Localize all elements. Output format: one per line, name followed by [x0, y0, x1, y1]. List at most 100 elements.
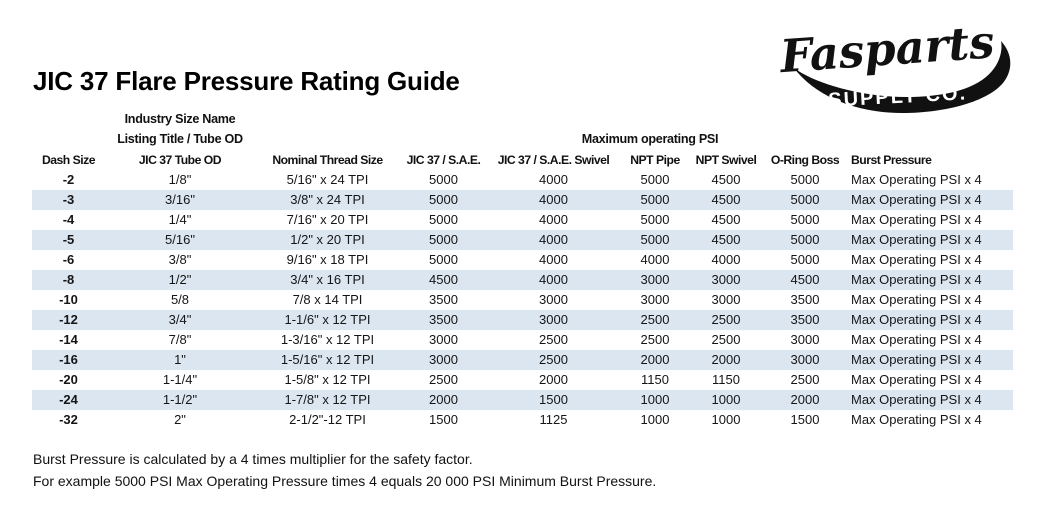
- npt-pipe-psi-cell: 1000: [620, 390, 690, 410]
- thread-size-cell: 1-5/8" x 12 TPI: [284, 372, 371, 387]
- burst-pressure-cell: Max Operating PSI x 4: [851, 212, 982, 227]
- oring-boss-psi-cell: 3000: [790, 332, 820, 347]
- oring-boss-psi-cell: 5000: [790, 212, 820, 227]
- npt-pipe-psi-cell: 1000: [640, 412, 670, 427]
- oring-boss-psi-cell: 1500: [790, 412, 820, 427]
- jic-sae-swivel-psi-cell: 1125: [539, 412, 568, 427]
- oring-boss-psi-cell: 5000: [790, 252, 820, 267]
- tube-od-cell: 1/2": [105, 270, 255, 290]
- oring-boss-psi-cell: 3500: [762, 310, 848, 330]
- thread-size-cell: 1/2" x 20 TPI: [255, 230, 400, 250]
- header-row-industry: Industry Size Name: [32, 108, 1013, 129]
- tube-od-cell: 1/8": [168, 172, 192, 187]
- jic-sae-swivel-psi-cell: 1500: [487, 390, 620, 410]
- dash-size-cell: -6: [62, 252, 75, 267]
- oring-boss-psi-cell: 4500: [762, 270, 848, 290]
- burst-pressure-cell: Max Operating PSI x 4: [851, 292, 982, 307]
- fasparts-logo: Fasparts SUPPLY CO.: [772, 4, 1022, 122]
- column-header-tube-od: JIC 37 Tube OD: [138, 152, 222, 167]
- dash-size-cell: -8: [32, 270, 105, 290]
- table-row: -3 3/16" 3/8" x 24 TPI 5000 4000 5000 4500 5000…: [32, 190, 1013, 210]
- npt-swivel-psi-cell: 4500: [690, 230, 762, 250]
- table-row: -20 1-1/4" 1-5/8" x 12 TPI 2500 2000 1150 1150…: [32, 370, 1013, 390]
- jic-sae-swivel-psi-cell: 3000: [487, 310, 620, 330]
- npt-swivel-psi-cell: 3000: [711, 292, 741, 307]
- burst-pressure-cell: Max Operating PSI x 4: [851, 412, 982, 427]
- column-header-burst-pressure: Burst Pressure: [851, 152, 932, 167]
- burst-pressure-cell: Max Operating PSI x 4: [851, 332, 982, 347]
- jic-sae-psi-cell: 1500: [429, 412, 458, 427]
- npt-swivel-psi-cell: 2500: [690, 310, 762, 330]
- burst-pressure-cell: Max Operating PSI x 4: [848, 190, 1013, 210]
- jic-sae-swivel-psi-cell: 2000: [539, 372, 568, 387]
- burst-pressure-cell: Max Operating PSI x 4: [851, 172, 982, 187]
- column-header-jic-sae-swivel: JIC 37 / S.A.E. Swivel: [497, 152, 610, 167]
- jic-sae-psi-cell: 4500: [400, 270, 487, 290]
- dash-size-cell: -20: [59, 372, 78, 387]
- npt-swivel-psi-cell: 1000: [690, 390, 762, 410]
- table-row: -8 1/2" 3/4" x 16 TPI 4500 4000 3000 3000 4500 M…: [32, 270, 1013, 290]
- tube-od-cell: 3/16": [105, 190, 255, 210]
- npt-pipe-psi-cell: 5000: [620, 230, 690, 250]
- oring-boss-psi-cell: 5000: [790, 172, 820, 187]
- tube-od-cell: 7/8": [168, 332, 192, 347]
- table-row: -2 1/8" 5/16" x 24 TPI 5000 4000 5000 4500 5000…: [32, 170, 1013, 190]
- jic-sae-swivel-psi-cell: 3000: [539, 292, 568, 307]
- burst-pressure-cell: Max Operating PSI x 4: [848, 230, 1013, 250]
- burst-pressure-cell: Max Operating PSI x 4: [848, 390, 1013, 410]
- tube-od-cell: 5/8: [170, 292, 190, 307]
- thread-size-cell: 5/16" x 24 TPI: [286, 172, 369, 187]
- jic-sae-swivel-psi-cell: 4000: [539, 252, 568, 267]
- tube-od-cell: 3/8": [168, 252, 192, 267]
- footer-note-line2: For example 5000 PSI Max Operating Press…: [33, 473, 657, 489]
- tube-od-cell: 2": [174, 412, 186, 427]
- jic-sae-psi-cell: 5000: [400, 230, 487, 250]
- dash-size-cell: -2: [62, 172, 75, 187]
- jic-sae-swivel-psi-cell: 2500: [487, 350, 620, 370]
- jic-sae-swivel-psi-cell: 2500: [539, 332, 568, 347]
- thread-size-cell: 2-1/2"-12 TPI: [289, 412, 366, 427]
- npt-swivel-psi-cell: 1150: [712, 372, 740, 387]
- column-header-oring-boss: O-Ring Boss: [770, 152, 840, 167]
- npt-swivel-psi-cell: 2500: [711, 332, 741, 347]
- table-row: -6 3/8" 9/16" x 18 TPI 5000 4000 4000 4000 5000…: [32, 250, 1013, 270]
- header-row-columns: Dash Size JIC 37 Tube OD Nominal Thread …: [32, 149, 1013, 170]
- thread-size-cell: 7/16" x 20 TPI: [286, 212, 369, 227]
- jic-sae-swivel-psi-cell: 4000: [539, 172, 568, 187]
- thread-size-cell: 1-5/16" x 12 TPI: [255, 350, 400, 370]
- table-row: -12 3/4" 1-1/6" x 12 TPI 3500 3000 2500 2500 35…: [32, 310, 1013, 330]
- dash-size-cell: -24: [32, 390, 105, 410]
- oring-boss-psi-cell: 3000: [762, 350, 848, 370]
- logo-brand-text: Fasparts: [776, 15, 996, 83]
- dash-size-cell: -5: [32, 230, 105, 250]
- burst-pressure-cell: Max Operating PSI x 4: [851, 252, 982, 267]
- npt-swivel-psi-cell: 2000: [690, 350, 762, 370]
- npt-pipe-psi-cell: 3000: [640, 292, 670, 307]
- logo-swoosh-shape: [794, 41, 1011, 113]
- npt-pipe-psi-cell: 1150: [641, 372, 669, 387]
- npt-pipe-psi-cell: 2000: [620, 350, 690, 370]
- dash-size-cell: -16: [32, 350, 105, 370]
- npt-swivel-psi-cell: 1000: [711, 412, 741, 427]
- jic-sae-psi-cell: 5000: [429, 212, 458, 227]
- jic-sae-psi-cell: 5000: [429, 172, 458, 187]
- header-industry-size-name: Industry Size Name: [124, 111, 236, 126]
- pressure-rating-table: Industry Size Name Listing Title / Tube …: [32, 108, 1013, 430]
- dash-size-cell: -12: [32, 310, 105, 330]
- npt-pipe-psi-cell: 3000: [620, 270, 690, 290]
- jic-sae-swivel-psi-cell: 4000: [487, 190, 620, 210]
- thread-size-cell: 1-7/8" x 12 TPI: [255, 390, 400, 410]
- tube-od-cell: 1/4": [168, 212, 192, 227]
- oring-boss-psi-cell: 3500: [790, 292, 820, 307]
- jic-sae-psi-cell: 2000: [400, 390, 487, 410]
- jic-sae-psi-cell: 3000: [429, 332, 458, 347]
- npt-pipe-psi-cell: 5000: [640, 212, 670, 227]
- jic-sae-swivel-psi-cell: 4000: [539, 212, 568, 227]
- dash-size-cell: -10: [59, 292, 78, 307]
- dash-size-cell: -3: [32, 190, 105, 210]
- table-row: -5 5/16" 1/2" x 20 TPI 5000 4000 5000 4500 5000…: [32, 230, 1013, 250]
- jic-sae-swivel-psi-cell: 4000: [487, 270, 620, 290]
- tube-od-cell: 3/4": [105, 310, 255, 330]
- oring-boss-psi-cell: 2500: [790, 372, 820, 387]
- npt-swivel-psi-cell: 4000: [711, 252, 741, 267]
